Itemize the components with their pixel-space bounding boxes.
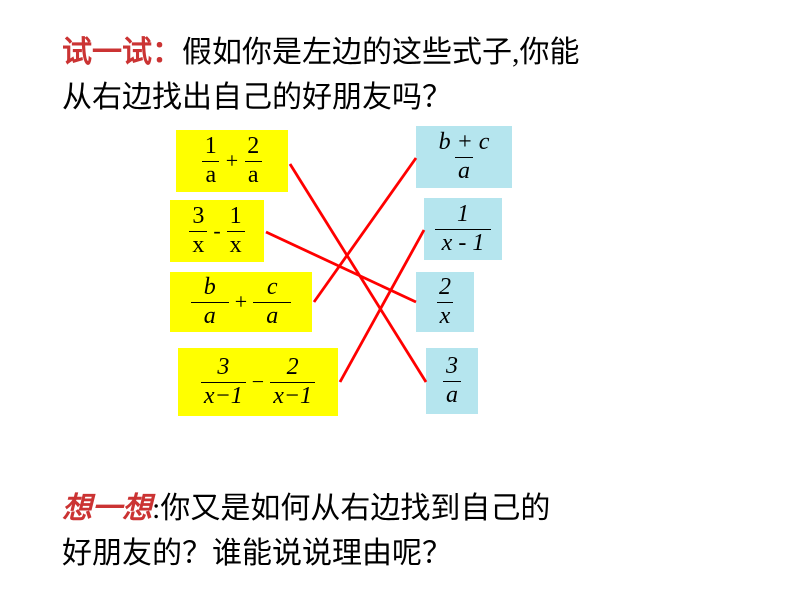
title-text-2: 从右边找出自己的好朋友吗？ [62, 81, 452, 114]
match-line-L3-R1 [314, 158, 416, 302]
think-label: 想一想 [62, 492, 152, 525]
math-box-L2: 3x-1x [170, 200, 264, 262]
try-label: 试一试： [62, 36, 182, 69]
math-box-L3: ba+ca [170, 272, 312, 332]
math-box-R3: 2x [416, 272, 474, 332]
think-text-2: 好朋友的？谁能说说理由呢？ [62, 537, 452, 570]
match-line-L4-R2 [340, 230, 424, 382]
title-text-1: 假如你是左边的这些式子,你能 [182, 36, 580, 69]
math-box-L1: 1a+2a [176, 130, 288, 192]
title-block: 试一试：假如你是左边的这些式子,你能 从右边找出自己的好朋友吗？ [62, 30, 742, 120]
math-box-R2: 1x - 1 [424, 198, 502, 260]
math-box-R4: 3a [426, 348, 478, 414]
think-block: 想一想:你又是如何从右边找到自己的 好朋友的？谁能说说理由呢？ [62, 486, 742, 576]
math-box-L4: 3x−1−2x−1 [178, 348, 338, 416]
math-box-R1: b + ca [416, 126, 512, 188]
think-text-1: 你又是如何从右边找到自己的 [160, 492, 550, 525]
